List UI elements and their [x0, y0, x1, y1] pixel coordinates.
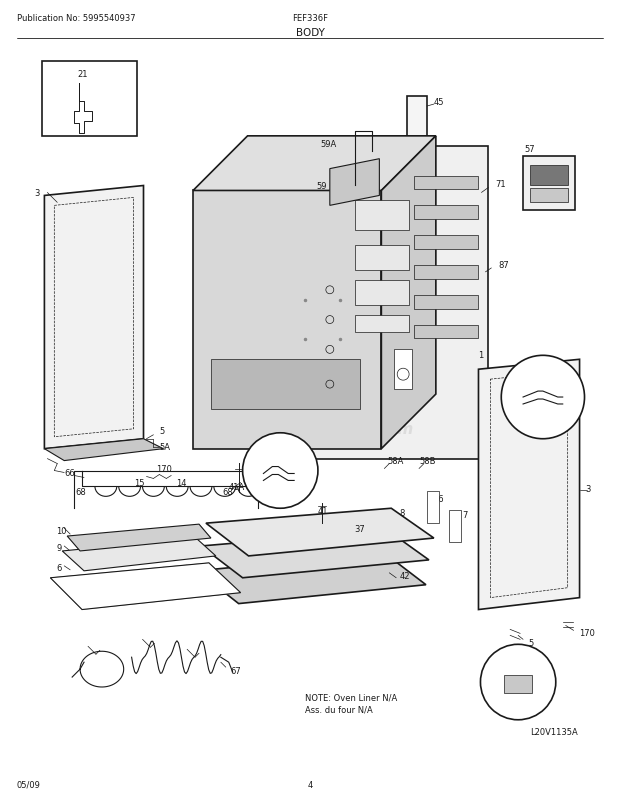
Text: FEF336F: FEF336F: [292, 14, 328, 23]
Polygon shape: [193, 136, 436, 191]
Text: 59: 59: [316, 182, 327, 191]
Text: 58A: 58A: [388, 456, 404, 465]
Bar: [355, 281, 409, 306]
Text: 6: 6: [56, 564, 61, 573]
Text: 3: 3: [585, 484, 591, 493]
Text: 170: 170: [156, 464, 172, 473]
Polygon shape: [197, 553, 426, 604]
Polygon shape: [67, 525, 211, 551]
Bar: [394, 350, 412, 390]
Polygon shape: [479, 360, 580, 610]
Text: L20V1135A: L20V1135A: [530, 727, 578, 736]
Text: 63: 63: [516, 403, 527, 412]
Text: 05/09: 05/09: [17, 780, 40, 789]
Text: 26: 26: [434, 494, 445, 503]
Bar: [355, 201, 409, 231]
Bar: [355, 245, 409, 270]
Text: 5A: 5A: [159, 443, 170, 452]
Text: 5: 5: [528, 638, 533, 647]
Polygon shape: [201, 530, 429, 578]
Circle shape: [480, 645, 556, 720]
Bar: [530, 165, 568, 185]
Text: 29: 29: [268, 457, 279, 467]
Text: 67: 67: [231, 666, 241, 674]
Polygon shape: [381, 136, 436, 449]
Bar: [449, 511, 461, 542]
Text: 170: 170: [580, 628, 595, 637]
Polygon shape: [211, 360, 360, 410]
Circle shape: [242, 433, 318, 508]
Bar: [355, 315, 409, 333]
Polygon shape: [50, 563, 241, 610]
Text: 1: 1: [479, 350, 484, 359]
Text: 15: 15: [135, 478, 145, 488]
Text: 68: 68: [75, 488, 86, 496]
Polygon shape: [193, 191, 381, 449]
Text: 7A: 7A: [290, 299, 301, 308]
Text: 37: 37: [355, 524, 365, 533]
Text: 5: 5: [159, 427, 165, 435]
Bar: [523, 156, 575, 211]
Polygon shape: [310, 147, 489, 459]
Bar: [407, 97, 427, 156]
Text: Publication No: 5995540937: Publication No: 5995540937: [17, 14, 135, 23]
Bar: [414, 176, 479, 190]
Bar: [427, 492, 439, 524]
Text: Ass. du four N/A: Ass. du four N/A: [305, 704, 373, 714]
Bar: [414, 206, 479, 220]
Text: 7: 7: [463, 510, 468, 519]
Text: BODY: BODY: [296, 27, 324, 38]
Text: 71: 71: [495, 180, 506, 188]
Text: 14: 14: [176, 478, 187, 488]
Bar: [504, 675, 532, 693]
Polygon shape: [45, 186, 143, 449]
Bar: [530, 189, 568, 203]
Text: 21: 21: [77, 70, 87, 79]
Text: 57: 57: [524, 145, 534, 154]
Text: 58B: 58B: [419, 456, 435, 465]
Text: 4: 4: [308, 780, 312, 789]
Text: 66: 66: [64, 468, 75, 477]
Text: eReplacementParts.com: eReplacementParts.com: [206, 422, 414, 437]
Bar: [414, 236, 479, 249]
Polygon shape: [206, 508, 434, 557]
Bar: [42, 63, 136, 136]
Polygon shape: [62, 538, 216, 571]
Text: 87: 87: [498, 261, 509, 270]
Bar: [414, 295, 479, 310]
Circle shape: [502, 356, 585, 439]
Polygon shape: [330, 160, 379, 206]
Text: 59A: 59A: [320, 140, 336, 149]
Text: 10: 10: [56, 526, 67, 535]
Text: 62: 62: [563, 371, 574, 379]
Text: 41: 41: [318, 506, 329, 515]
Text: NOTE: Oven Liner N/A: NOTE: Oven Liner N/A: [305, 693, 397, 702]
Text: 5A: 5A: [508, 668, 519, 677]
Text: 45: 45: [434, 98, 445, 107]
Text: 41A: 41A: [229, 482, 245, 492]
Text: 42: 42: [399, 572, 410, 581]
Bar: [414, 265, 479, 280]
Text: 68: 68: [223, 488, 234, 496]
Text: 8: 8: [399, 508, 405, 517]
Text: 9: 9: [56, 544, 61, 553]
Text: 3: 3: [35, 188, 40, 198]
Text: 58: 58: [193, 544, 204, 553]
Bar: [414, 325, 479, 339]
Polygon shape: [45, 439, 163, 461]
